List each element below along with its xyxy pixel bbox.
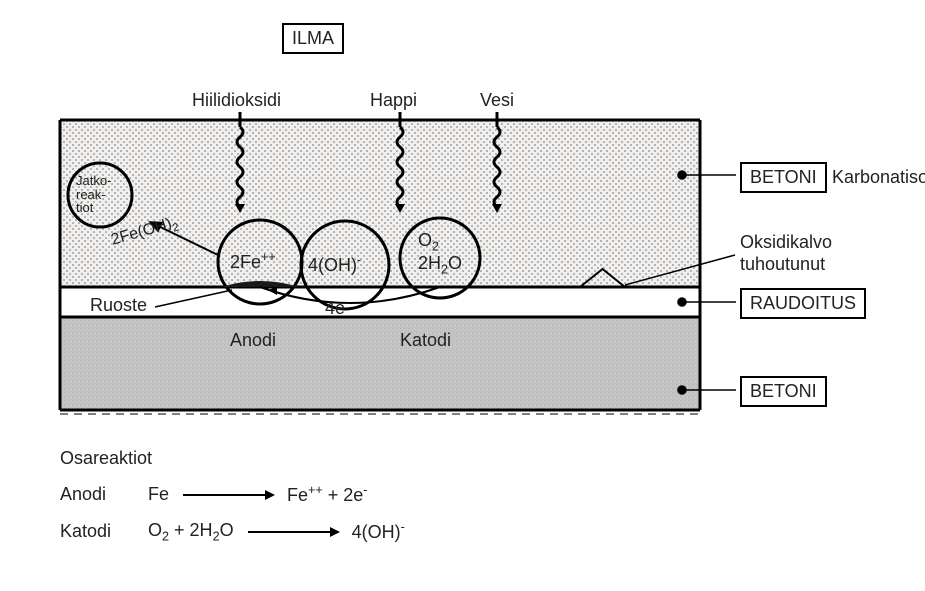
betoni-bottom-box: BETONI xyxy=(740,376,827,407)
anodi-label: Anodi xyxy=(230,330,276,351)
middle-circle-label: 4(OH)- xyxy=(308,253,361,276)
electron-flow-label: 4e- xyxy=(325,296,349,319)
ilma-box: ILMA xyxy=(282,23,344,54)
cathode-lhs: O2 + 2H2O xyxy=(148,520,234,544)
anode-reaction-row: Anodi Fe Fe++ + 2e- xyxy=(60,483,368,506)
cathode-reaction-row: Katodi O2 + 2H2O 4(OH)- xyxy=(60,520,405,544)
ilma-label: ILMA xyxy=(292,28,334,48)
anode-circle-label: 2Fe++ xyxy=(230,250,276,273)
jatkoreaktiot-label: Jatko- reak- tiot xyxy=(76,174,111,215)
cathode-circle-label: O2 2H2O xyxy=(418,231,462,277)
vesi-label: Vesi xyxy=(480,90,514,111)
betoni-top-box: BETONI xyxy=(740,162,827,193)
reaction-arrow-icon xyxy=(183,494,273,496)
oksidikalvo-label: Oksidikalvo tuhoutunut xyxy=(740,232,832,275)
osareaktiot-title: Osareaktiot xyxy=(60,448,152,469)
reaction-arrow-icon xyxy=(248,531,338,533)
raudoitus-box: RAUDOITUS xyxy=(740,288,866,319)
ruoste-label: Ruoste xyxy=(90,295,147,316)
hiilidioksidi-label: Hiilidioksidi xyxy=(192,90,281,111)
katodi-label: Katodi xyxy=(400,330,451,351)
karbonatisoitunut-label: Karbonatisoitunut xyxy=(832,167,925,188)
cathode-rhs: 4(OH)- xyxy=(352,520,405,543)
happi-label: Happi xyxy=(370,90,417,111)
anode-rhs: Fe++ + 2e- xyxy=(287,483,367,506)
